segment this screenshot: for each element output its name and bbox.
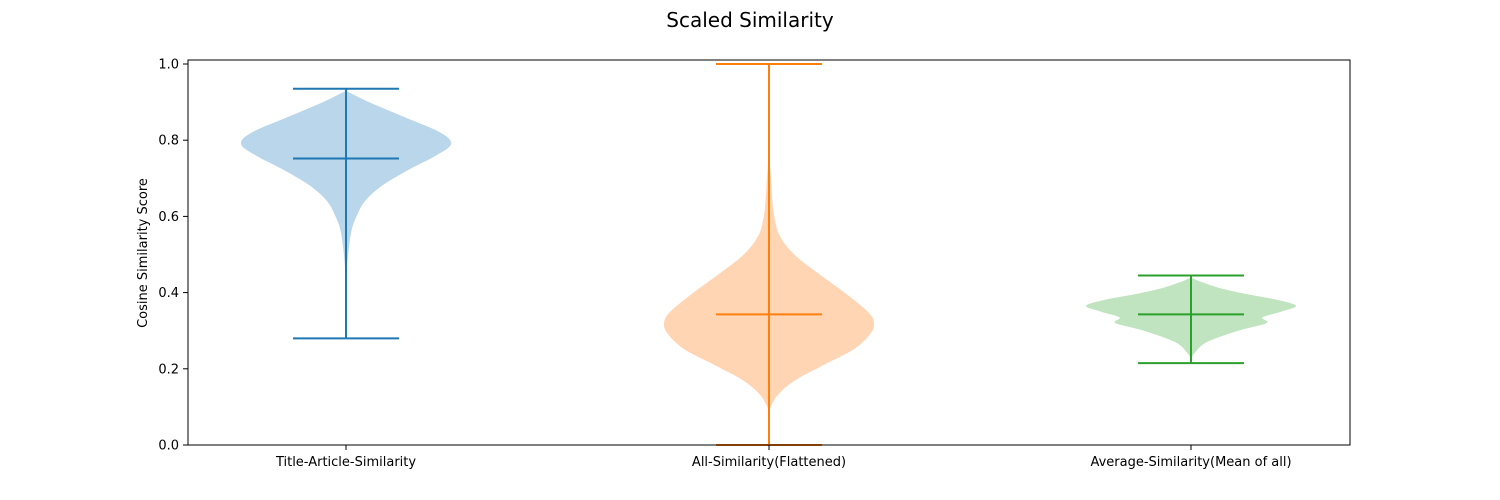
y-tick-label: 0.0 [158,439,179,454]
stat-lines-group [293,63,1244,446]
y-tick-label: 0.2 [158,362,179,377]
x-tick-label: Title-Article-Similarity [275,455,416,470]
chart-title: Scaled Similarity [666,8,834,32]
y-axis: 0.0 0.2 0.4 0.6 0.8 1.0 [158,58,188,454]
x-axis: Title-Article-Similarity All-Similarity(F… [275,445,1292,470]
y-axis-label: Cosine Similarity Score [136,178,151,328]
x-tick-label: Average-Similarity(Mean of all) [1090,455,1291,470]
y-tick-label: 0.6 [158,210,179,225]
y-tick-label: 0.8 [158,134,179,149]
y-tick-label: 0.4 [158,286,179,301]
x-tick-label: All-Similarity(Flattened) [692,455,846,470]
y-tick-label: 1.0 [158,58,179,73]
